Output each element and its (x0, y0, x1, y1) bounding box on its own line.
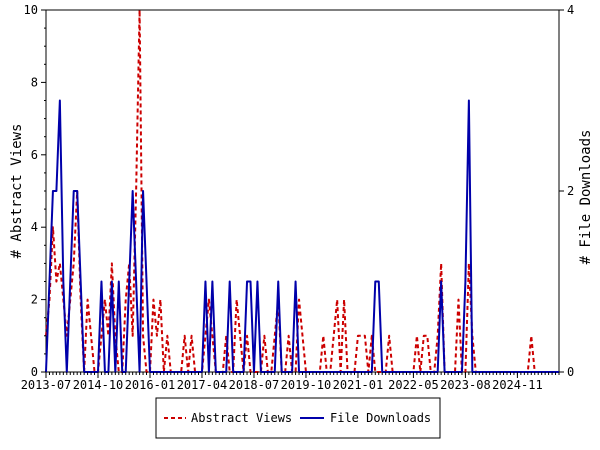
y-axis-title: # Abstract Views (9, 124, 25, 259)
legend: Abstract Views File Downloads (155, 397, 441, 439)
y2-tick-label-4: 4 (567, 3, 574, 17)
x-tick-label-2016-01: 2016-01 (125, 378, 176, 392)
x-tick-label-2021-01: 2021-01 (333, 378, 384, 392)
y-tick-label-6: 6 (31, 148, 38, 162)
x-tick-label-2019-10: 2019-10 (281, 378, 332, 392)
y-tick-label-2: 2 (31, 293, 38, 307)
legend-label-abstract-views: Abstract Views (191, 411, 292, 425)
legend-label-file-downloads: File Downloads (330, 411, 431, 425)
y2-tick-label-0: 0 (567, 365, 574, 379)
x-tick-label-2018-07: 2018-07 (229, 378, 280, 392)
legend-box (155, 397, 441, 439)
x-tick-label-2013-07: 2013-07 (21, 378, 72, 392)
y-tick-label-10: 10 (24, 3, 38, 17)
y-tick-label-4: 4 (31, 220, 38, 234)
y-tick-label-8: 8 (31, 75, 38, 89)
x-tick-label-2023-08: 2023-08 (440, 378, 491, 392)
x-tick-label-2014-10: 2014-10 (73, 378, 124, 392)
y-tick-label-0: 0 (31, 365, 38, 379)
series-line-abstract-views (45, 9, 559, 373)
x-tick-label-2022-05: 2022-05 (388, 378, 439, 392)
x-tick-label-2024-11: 2024-11 (492, 378, 543, 392)
plot-area (45, 9, 560, 373)
y2-tick-label-2: 2 (567, 184, 574, 198)
x-tick-label-2017-04: 2017-04 (177, 378, 228, 392)
y2-axis-title: # File Downloads (578, 130, 594, 265)
